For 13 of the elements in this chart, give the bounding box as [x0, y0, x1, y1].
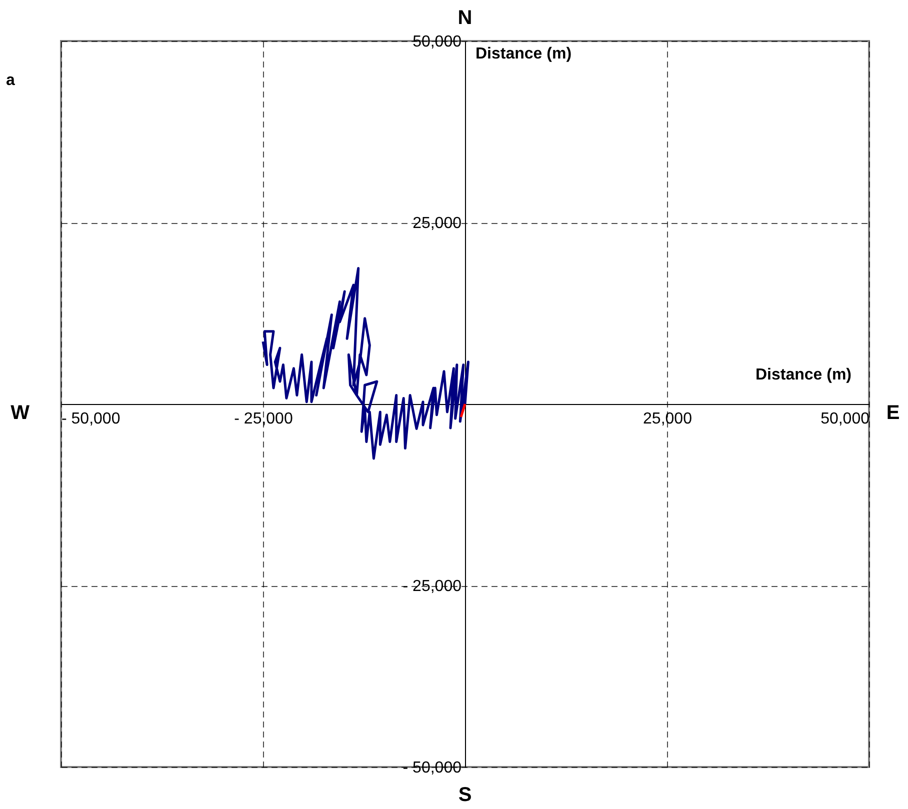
text: a [6, 72, 15, 89]
text: W [10, 402, 30, 424]
x-tick-label: 25,000 [643, 410, 692, 428]
x-axis-title: Distance (m) [755, 366, 852, 384]
y-tick-label: 50,000 [412, 34, 462, 50]
x-tick-label: - 25,000 [234, 410, 293, 428]
y-tick-label: 25,000 [412, 215, 462, 232]
text: E [886, 402, 900, 424]
y-axis-title: Distance (m) [476, 46, 572, 62]
text: N [458, 7, 472, 29]
text: S [458, 784, 472, 806]
x-tick-label: 50,000 [820, 410, 870, 428]
x-tick-label: - 50,000 [62, 410, 120, 428]
